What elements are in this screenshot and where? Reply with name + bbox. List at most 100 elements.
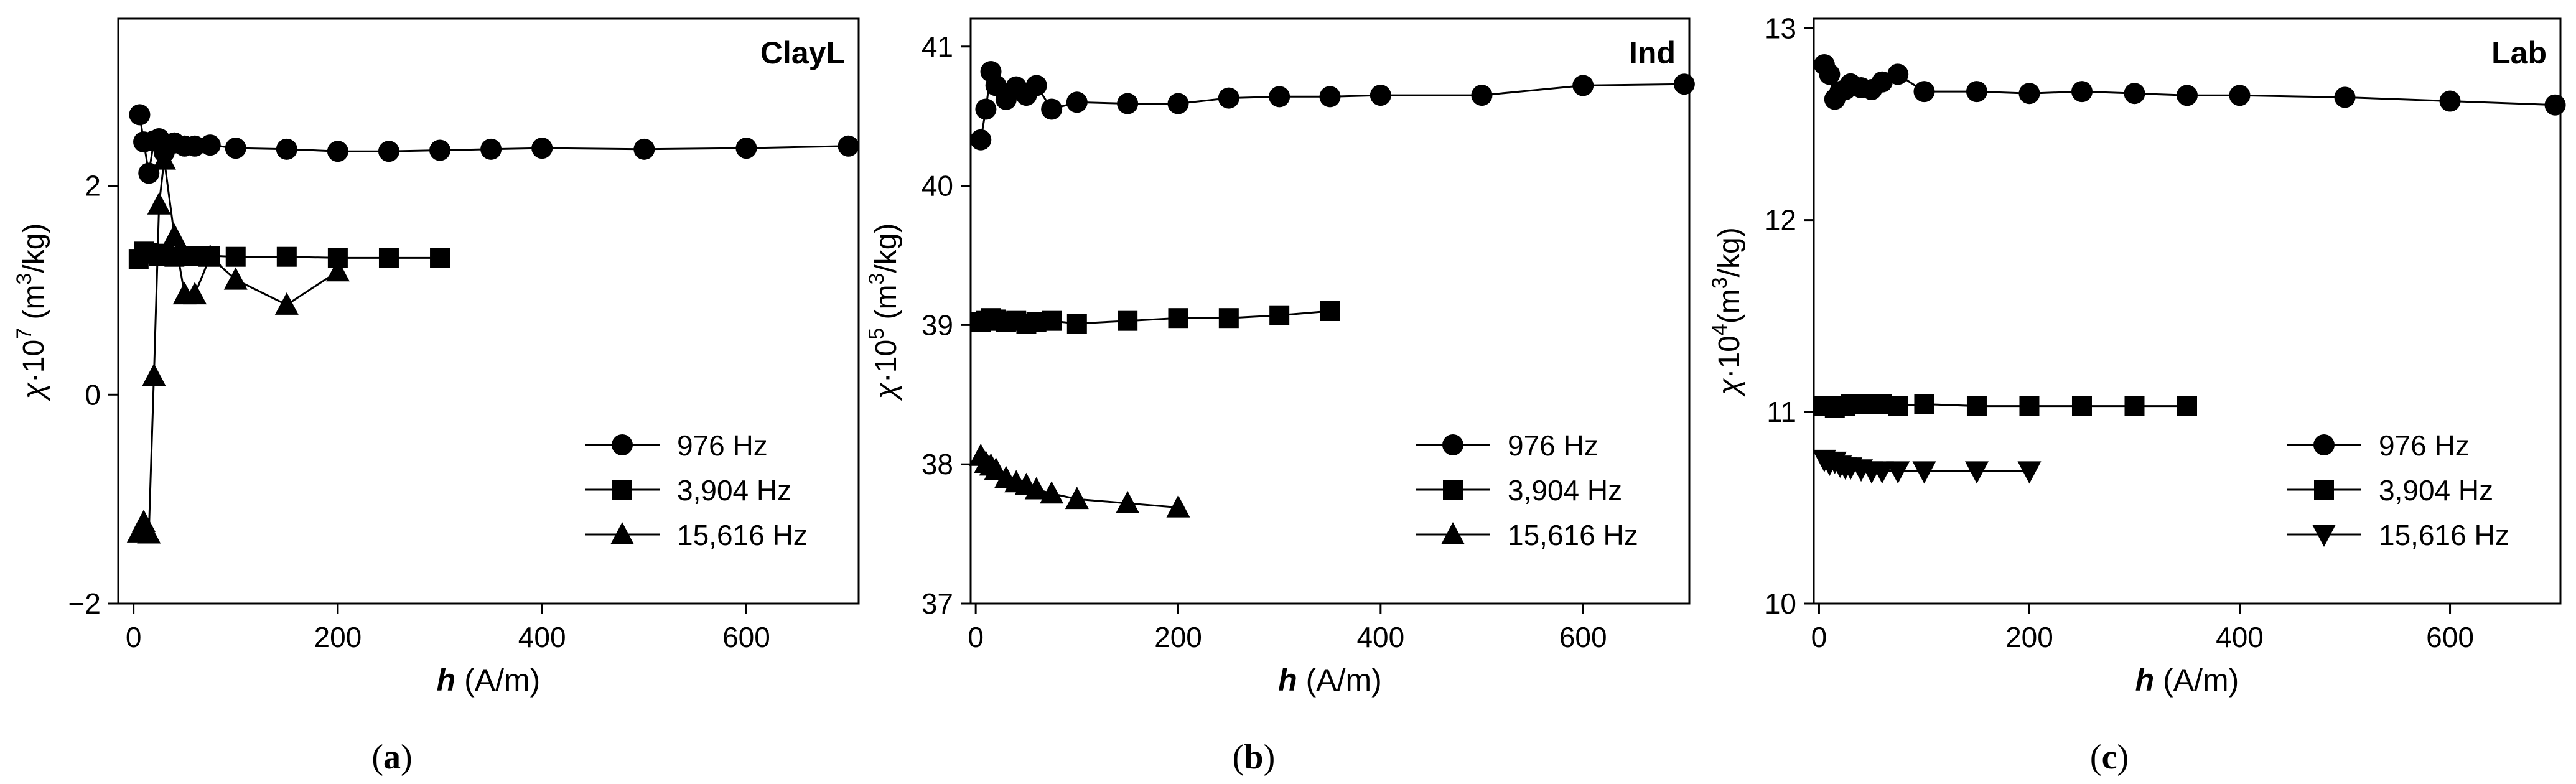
data-point (838, 135, 859, 157)
data-point (2071, 81, 2093, 103)
data-point (1116, 490, 1140, 513)
y-tick-label: 12 (1765, 204, 1796, 236)
data-point (1888, 396, 1908, 416)
data-point (1966, 396, 1987, 416)
x-tick-label: 600 (2426, 621, 2474, 653)
legend-label: 976 Hz (1508, 429, 1598, 462)
data-point (430, 248, 450, 268)
data-point (975, 98, 997, 120)
data-point (2071, 396, 2092, 416)
data-point (735, 138, 757, 159)
chart-panel-c: 0 200 400 600 10 11 12 13 Lab h (A/m) χ·104(m3/kg)… (1708, 12, 2566, 777)
data-point (225, 246, 246, 267)
x-tick-label: 600 (722, 621, 770, 653)
data-point (225, 138, 246, 159)
data-point (1370, 85, 1391, 106)
data-point (2334, 86, 2356, 108)
series-0 (1813, 54, 2566, 116)
legend-entry: 3,904 Hz (1416, 474, 1622, 506)
legend-label: 976 Hz (677, 429, 768, 462)
x-tick-label: 200 (1154, 621, 1202, 653)
x-tick-label: 600 (1559, 621, 1607, 653)
data-point (147, 192, 171, 215)
data-point (129, 104, 151, 126)
series-2 (1812, 449, 2042, 484)
data-point (378, 248, 399, 268)
x-tick-label: 0 (968, 621, 984, 653)
series-2 (126, 147, 350, 544)
legend-label: 3,904 Hz (1508, 474, 1622, 506)
data-point (1066, 314, 1087, 334)
data-point (2177, 396, 2197, 416)
y-tick-label: 11 (1766, 396, 1796, 428)
data-point (162, 223, 187, 246)
x-tick-label: 400 (1356, 621, 1404, 653)
data-point (2124, 83, 2145, 105)
chart-title: ClayL (760, 35, 845, 70)
data-point (1167, 93, 1189, 114)
x-axis-label: h (A/m) (1278, 663, 1382, 698)
data-point (970, 129, 992, 151)
data-point (1871, 71, 1893, 93)
data-point (325, 259, 350, 282)
legend-label: 15,616 Hz (677, 519, 808, 551)
data-point (1269, 305, 1290, 325)
data-point (1065, 487, 1089, 510)
data-point (429, 139, 451, 161)
x-tick-label: 200 (2005, 621, 2053, 653)
data-point (1914, 394, 1934, 414)
legend-entry: 15,616 Hz (585, 519, 808, 551)
data-point (1025, 75, 1047, 96)
data-point (1912, 461, 1936, 484)
data-point (2018, 83, 2040, 105)
data-point (633, 138, 655, 160)
legend-marker (612, 480, 632, 500)
legend-marker (1443, 480, 1463, 500)
y-tick-label: 2 (85, 170, 101, 202)
x-tick-label: 400 (2216, 621, 2264, 653)
data-point (1117, 93, 1139, 114)
data-point (1066, 91, 1088, 113)
data-point (327, 141, 348, 162)
data-point (1870, 461, 1894, 484)
data-point (1320, 301, 1340, 321)
legend-marker (1442, 434, 1463, 455)
legend-marker (2314, 480, 2334, 500)
y-tick-label: 40 (922, 170, 953, 202)
data-point (1218, 308, 1239, 329)
data-point (223, 267, 248, 290)
legend-label: 3,904 Hz (2379, 474, 2493, 506)
data-point (1042, 310, 1062, 331)
y-tick-label: 41 (922, 30, 953, 63)
data-point (1218, 87, 1239, 109)
data-point (2229, 85, 2251, 106)
chart-title: Lab (2491, 35, 2547, 70)
data-point (1673, 73, 1695, 95)
data-point (137, 521, 161, 544)
plot-frame (117, 17, 860, 605)
legend-entry: 15,616 Hz (2287, 519, 2509, 551)
series-0 (129, 104, 859, 184)
legend-marker (610, 522, 634, 544)
data-point (1118, 310, 1138, 331)
data-point (2017, 461, 2042, 484)
series-1 (971, 301, 1340, 334)
data-point (1471, 85, 1493, 106)
legend-marker (612, 434, 633, 455)
data-point (1887, 63, 1909, 85)
data-point (1964, 461, 1989, 484)
data-point (142, 363, 166, 386)
data-point (2019, 396, 2040, 416)
panel-caption: (a) (371, 738, 412, 777)
data-point (1913, 81, 1935, 103)
data-point (2124, 396, 2145, 416)
panel-caption: (b) (1233, 738, 1275, 777)
data-point (2177, 85, 2198, 106)
legend-marker (1441, 522, 1465, 544)
y-tick-label: 0 (85, 378, 101, 411)
chart-panel-b: 0 200 400 600 37 38 39 40 41 Ind h (A/m) χ·105 (m3/… (865, 17, 1695, 777)
data-point (531, 138, 553, 159)
data-point (1819, 63, 1841, 85)
data-point (1966, 81, 1987, 103)
